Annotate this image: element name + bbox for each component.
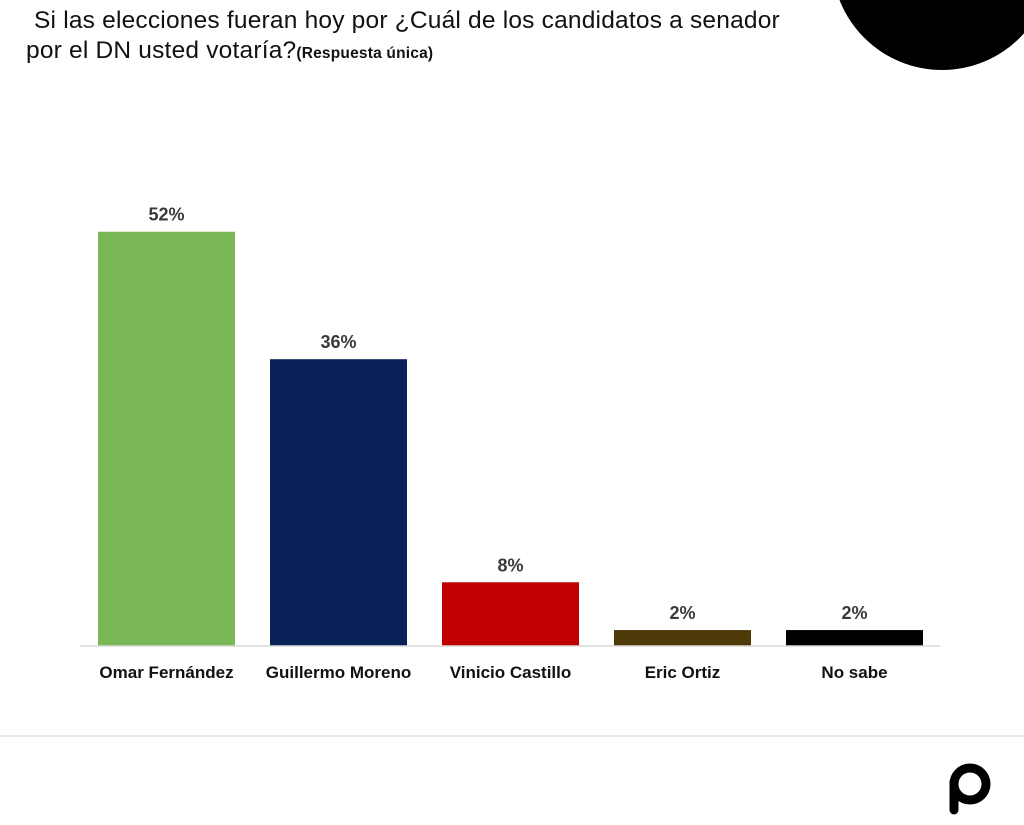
chart-title: Si las elecciones fueran hoy por ¿Cuál d… bbox=[26, 6, 926, 69]
title-line-1: Si las elecciones fueran hoy por ¿Cuál d… bbox=[34, 7, 780, 34]
category-label-omar-fernandez: Omar Fernández bbox=[99, 663, 233, 682]
category-label-no-sabe: No sabe bbox=[821, 663, 887, 682]
bar-no-sabe bbox=[786, 630, 923, 646]
bar-guillermo-moreno bbox=[270, 359, 407, 646]
title-line-2: por el DN usted votaría? bbox=[26, 37, 297, 64]
slide-divider bbox=[0, 735, 1024, 737]
bars-group bbox=[98, 231, 923, 646]
bar-chart: 52% Omar Fernández 36% Guillermo Moreno 8% Vi… bbox=[80, 205, 940, 682]
value-label-omar-fernandez: 52% bbox=[148, 205, 184, 225]
labels-group: 52% Omar Fernández 36% Guillermo Moreno 8% Vi… bbox=[99, 205, 887, 682]
p-logo-icon bbox=[949, 763, 991, 815]
category-label-guillermo-moreno: Guillermo Moreno bbox=[266, 663, 411, 682]
title-subtitle: (Respuesta única) bbox=[296, 45, 434, 62]
bar-omar-fernandez bbox=[98, 231, 235, 646]
value-label-guillermo-moreno: 36% bbox=[320, 332, 356, 352]
value-label-eric-ortiz: 2% bbox=[669, 603, 695, 623]
bar-vinicio-castillo bbox=[442, 582, 579, 646]
category-label-vinicio-castillo: Vinicio Castillo bbox=[450, 663, 572, 682]
value-label-vinicio-castillo: 8% bbox=[497, 555, 523, 575]
value-label-no-sabe: 2% bbox=[841, 603, 867, 623]
category-label-eric-ortiz: Eric Ortiz bbox=[645, 663, 721, 682]
bar-eric-ortiz bbox=[614, 630, 751, 646]
